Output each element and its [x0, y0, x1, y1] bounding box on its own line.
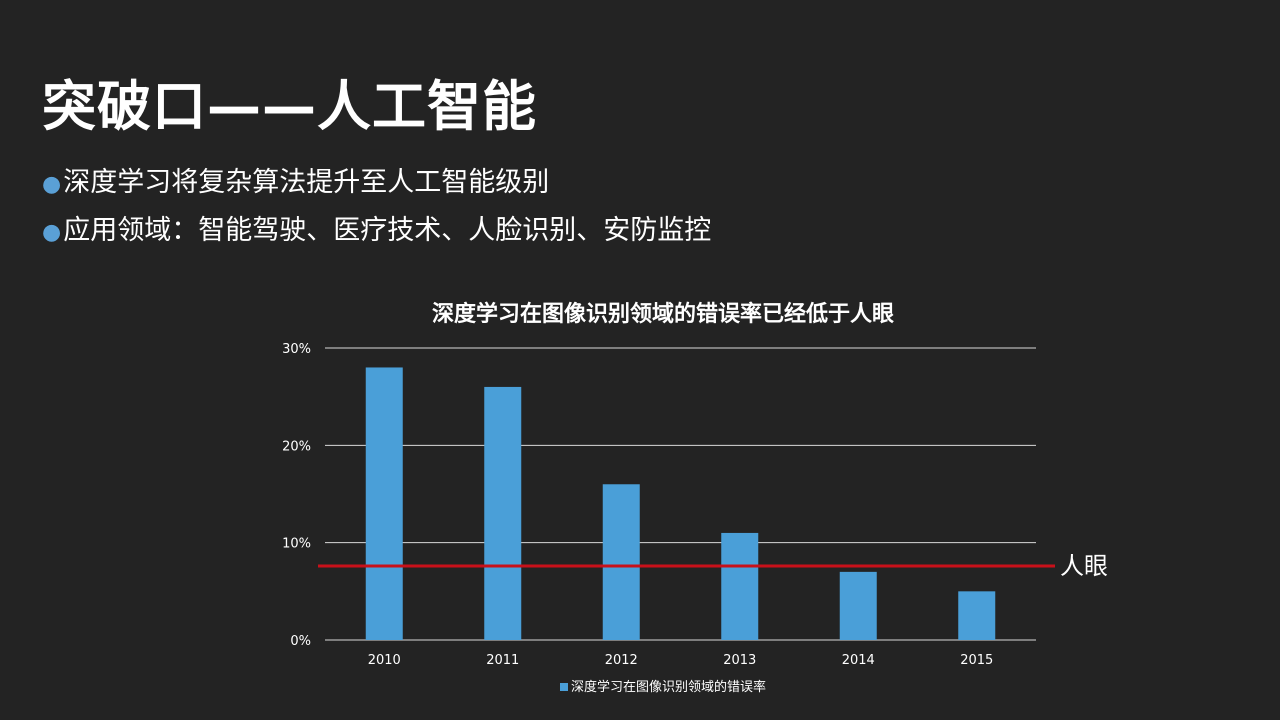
bullet-dot-icon: ●: [42, 220, 62, 245]
slide-title: 突破口——人工智能: [42, 75, 537, 138]
bullet-dot-icon: ●: [42, 172, 62, 197]
bullet-text: 应用领域：智能驾驶、医疗技术、人脸识别、安防监控: [63, 215, 712, 246]
chart-title: 深度学习在图像识别领域的错误率已经低于人眼: [432, 301, 894, 327]
x-tick-label: 2012: [605, 653, 638, 668]
x-tick-label: 2011: [486, 653, 519, 668]
x-tick-label: 2010: [368, 653, 401, 668]
legend-swatch: [560, 683, 568, 691]
bar: [365, 367, 403, 640]
bar: [484, 386, 522, 640]
bullet-text: 深度学习将复杂算法提升至人工智能级别: [63, 167, 550, 198]
reference-line-label: 人眼: [1060, 552, 1108, 580]
y-tick-label: 10%: [282, 537, 311, 552]
bar: [602, 484, 640, 640]
bullet-item: ●深度学习将复杂算法提升至人工智能级别: [42, 165, 549, 203]
x-tick-label: 2013: [723, 653, 756, 668]
x-tick-label: 2014: [842, 653, 875, 668]
bullet-item: ●应用领域：智能驾驶、医疗技术、人脸识别、安防监控: [42, 213, 711, 251]
y-tick-label: 0%: [290, 634, 311, 649]
y-tick-label: 30%: [282, 342, 311, 357]
bar: [721, 532, 759, 640]
bar: [839, 571, 877, 640]
bar: [958, 591, 996, 640]
legend-label: 深度学习在图像识别领域的错误率: [571, 679, 766, 695]
x-tick-label: 2015: [960, 653, 993, 668]
y-tick-label: 20%: [282, 439, 311, 454]
